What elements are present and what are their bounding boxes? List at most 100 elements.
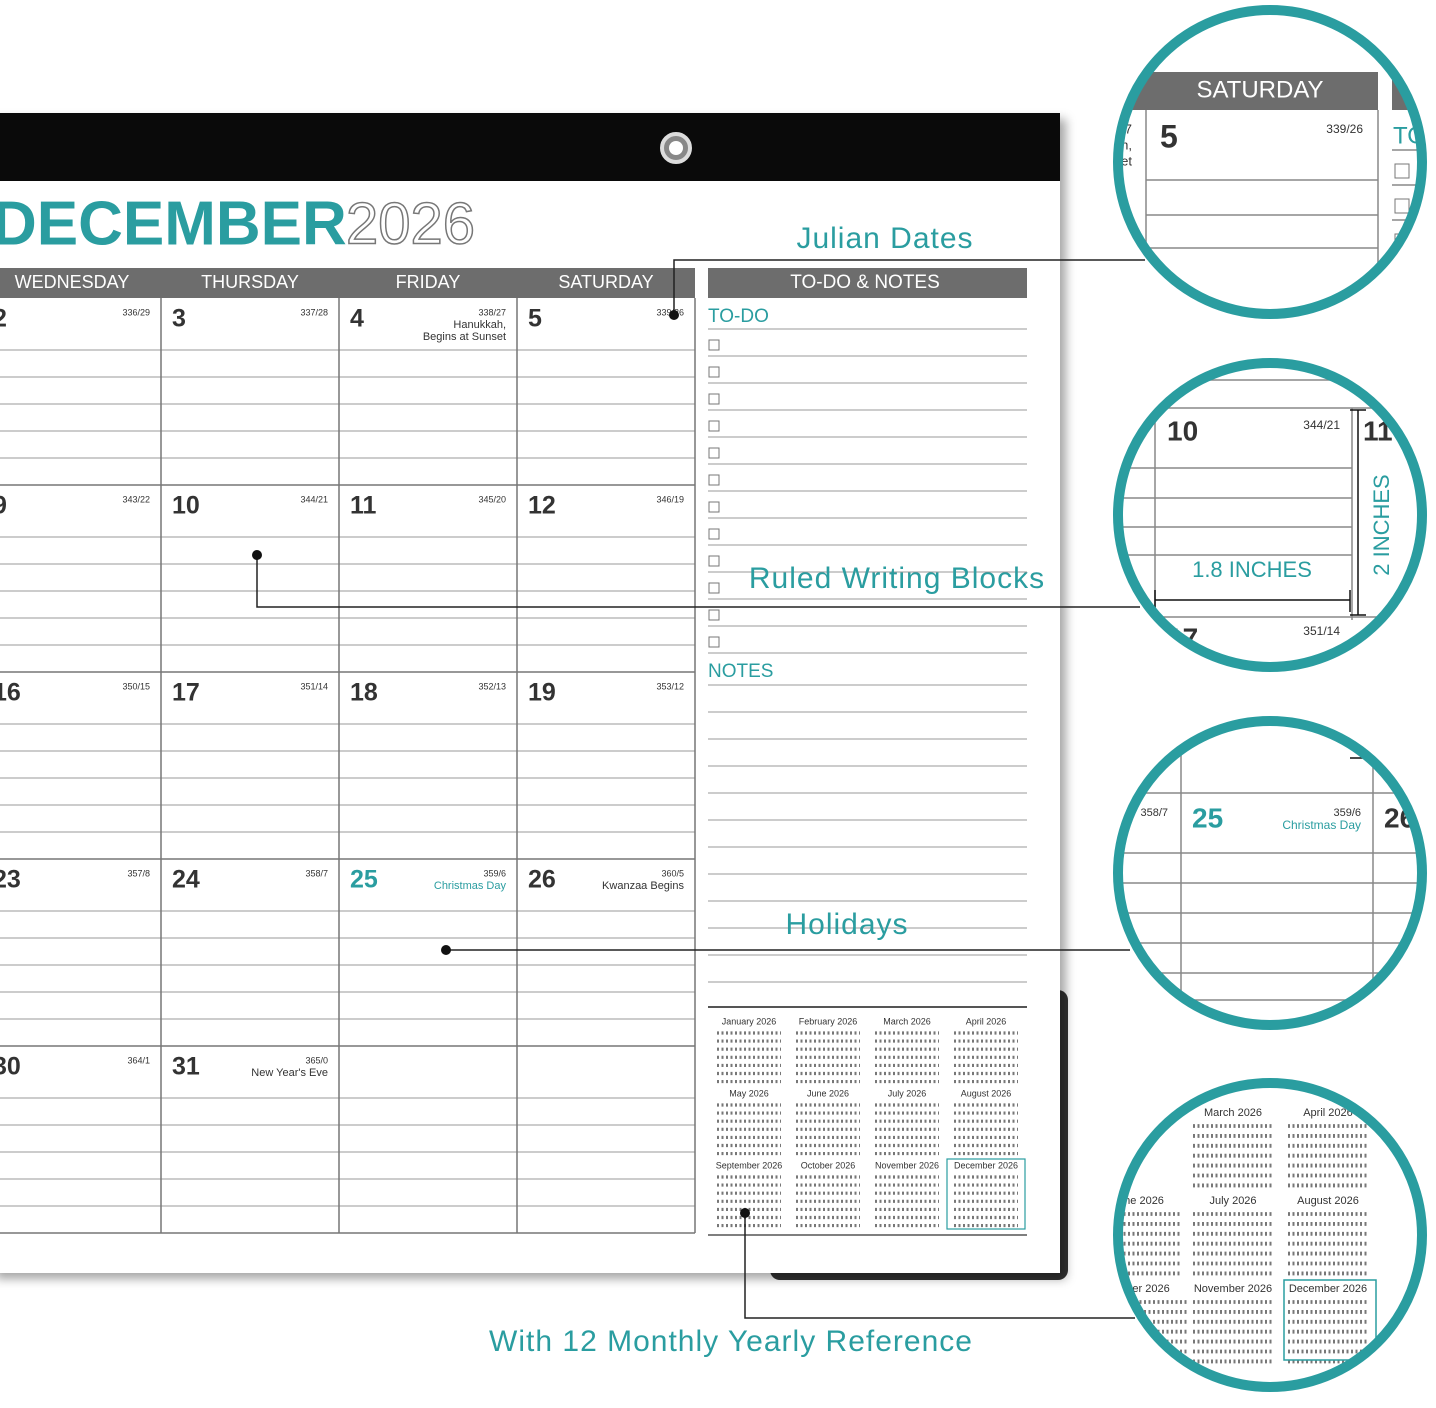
checkbox — [708, 447, 720, 459]
julian-date: 352/13 — [478, 681, 506, 691]
mini-month: July 2026 — [888, 1088, 927, 1098]
julian-date: 336/29 — [122, 307, 150, 317]
zoom-julian: 344/21 — [1303, 418, 1340, 432]
zoom-fragment: h, — [1121, 137, 1132, 152]
callout: Ruled Writing Blocks — [749, 562, 1045, 595]
paper — [0, 113, 1060, 1273]
julian-date: 351/14 — [300, 681, 328, 691]
julian-date: 344/21 — [300, 494, 328, 504]
year: 2026 — [346, 191, 475, 256]
mini-month: ber 2026 — [1126, 1283, 1169, 1295]
day-number: 12 — [528, 492, 556, 520]
checkbox — [708, 420, 720, 432]
zoom-julian: 358/7 — [1140, 807, 1168, 819]
zoom-julian: 351/14 — [1303, 624, 1340, 638]
weekday: FRIDAY — [396, 272, 461, 292]
current-month-box — [946, 1158, 1026, 1230]
checkbox — [708, 339, 720, 351]
checkbox — [708, 636, 720, 648]
day-number: 5 — [528, 305, 542, 333]
mini-month: October 2026 — [801, 1160, 856, 1170]
day-number: 23 — [0, 866, 21, 894]
height-label: 2 INCHES — [1369, 474, 1394, 575]
julian-date: 359/6 — [483, 868, 506, 878]
callout: Julian Dates — [796, 222, 973, 255]
weekday: SATURDAY — [558, 272, 653, 292]
day-number: 16 — [0, 679, 21, 707]
checkbox — [708, 393, 720, 405]
checkbox — [708, 609, 720, 621]
day-number: 18 — [350, 679, 378, 707]
julian-date: 360/5 — [661, 868, 684, 878]
callout-lines — [256, 259, 1145, 1319]
calendar-grid: WEDNESDAYTHURSDAYFRIDAYSATURDAY2336/2933… — [0, 272, 696, 1234]
day-number: 9 — [0, 492, 7, 520]
mini-month: une 2026 — [1118, 1195, 1164, 1207]
zoom-holiday-name: Christmas Day — [1282, 818, 1361, 832]
zoom-weekday: SATURDAY — [1196, 76, 1323, 103]
day-number: 4 — [350, 305, 364, 333]
julian-date: 353/12 — [656, 681, 684, 691]
day-number: 19 — [528, 679, 556, 707]
mini-month: March 2026 — [1204, 1107, 1262, 1119]
day-number: 24 — [172, 866, 200, 894]
holiday: Kwanzaa Begins — [602, 880, 684, 892]
zoom-holiday: 358/7 25 359/6 Christmas Day 26 — [1120, 723, 1420, 1023]
day-number: 25 — [350, 866, 378, 894]
holiday: Christmas Day — [434, 880, 507, 892]
mini-month: April 2026 — [966, 1016, 1007, 1026]
mini-month: February 2026 — [799, 1016, 858, 1026]
width-label: 1.8 INCHES — [1192, 557, 1312, 582]
mini-month: December 2026 — [954, 1160, 1018, 1170]
day-number: 30 — [0, 1053, 21, 1081]
mini-month: August 2026 — [1297, 1195, 1359, 1207]
holiday: New Year's Eve — [251, 1067, 328, 1079]
julian-date: 365/0 — [305, 1055, 328, 1065]
reference: January 2026 February 2026 March 2026 April… — [716, 1016, 1026, 1230]
mini-month: September 2026 — [716, 1160, 783, 1170]
notes-label: NOTES — [708, 661, 773, 682]
sidebar-header-bg — [708, 268, 1027, 298]
hole-center — [669, 141, 683, 155]
mini-month: May 2026 — [729, 1088, 769, 1098]
zoom-julian: 359/6 — [1333, 807, 1361, 819]
checkbox — [708, 366, 720, 378]
julian-date: 338/27 — [478, 307, 506, 317]
zoom-reference: March 2026 April 2026 une 2026 July 2026 Aug… — [1118, 1085, 1420, 1385]
day-number: 31 — [172, 1053, 200, 1081]
julian-date: 346/19 — [656, 494, 684, 504]
zoom-saturday: SATURDAY 5 339/26 TO 27 h, et — [1120, 12, 1420, 312]
zoom-day: 10 — [1167, 415, 1198, 446]
julian-date: 357/8 — [127, 868, 150, 878]
mini-month: August 2026 — [961, 1088, 1012, 1098]
weekday: THURSDAY — [201, 272, 299, 292]
callout: With 12 Monthly Yearly Reference — [489, 1325, 973, 1358]
day-number: 26 — [528, 866, 556, 894]
zoom-day: 25 — [1192, 802, 1223, 833]
weekday-header — [0, 268, 695, 298]
mini-month: November 2026 — [1194, 1283, 1272, 1295]
callout-dots — [252, 310, 750, 1218]
todo-label: TO-DO — [708, 306, 769, 327]
zoom-rings — [1113, 5, 1427, 1392]
checkbox — [708, 555, 720, 567]
julian-date: 345/20 — [478, 494, 506, 504]
julian-date: 337/28 — [300, 307, 328, 317]
sidebar-lines — [708, 328, 1027, 1236]
mini-month: July 2026 — [1209, 1195, 1256, 1207]
top-band — [0, 113, 1060, 181]
checkbox — [708, 501, 720, 513]
holiday: Begins at Sunset — [423, 331, 506, 343]
day-number: 2 — [0, 305, 7, 333]
sidebar-header: TO-DO & NOTES — [790, 272, 940, 293]
checkbox — [708, 474, 720, 486]
callout: Holidays — [785, 908, 908, 941]
mini-month: November 2026 — [875, 1160, 939, 1170]
day-number: 3 — [172, 305, 186, 333]
zoom-julian: 339/26 — [1326, 122, 1363, 136]
day-number: 17 — [172, 679, 200, 707]
checkbox — [708, 528, 720, 540]
month: DECEMBER — [0, 189, 347, 258]
mini-month: March 2026 — [883, 1016, 931, 1026]
